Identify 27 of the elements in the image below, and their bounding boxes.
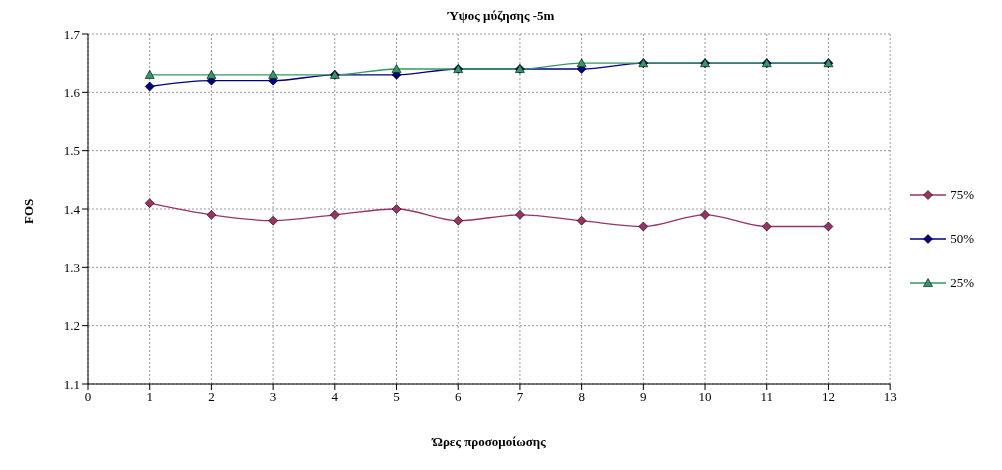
x-tick-label: 11 xyxy=(760,389,774,405)
x-tick-label: 2 xyxy=(208,389,215,405)
y-axis-title: FOS xyxy=(20,198,36,224)
x-tick-label: 13 xyxy=(883,389,897,405)
x-tick-label: 4 xyxy=(331,389,339,405)
x-tick-label: 12 xyxy=(821,389,835,405)
legend-label: 25% xyxy=(950,275,974,291)
x-tick-label: 0 xyxy=(84,389,92,405)
chart-title: Ύψος μύζησης -5m xyxy=(446,8,556,24)
y-tick-label: 1.7 xyxy=(63,26,81,42)
x-tick-label: 10 xyxy=(698,389,712,405)
legend-label: 75% xyxy=(950,187,974,203)
y-tick-label: 1.3 xyxy=(63,259,80,275)
x-axis-title: Ώρες προσομοίωσης xyxy=(430,434,547,449)
y-tick-label: 1.1 xyxy=(63,376,80,392)
y-tick-label: 1.6 xyxy=(63,84,81,100)
x-tick-label: 7 xyxy=(516,389,524,405)
y-tick-label: 1.2 xyxy=(63,318,80,334)
x-tick-label: 5 xyxy=(393,389,400,405)
x-tick-label: 1 xyxy=(146,389,153,405)
x-tick-label: 8 xyxy=(578,389,585,405)
x-tick-label: 6 xyxy=(454,389,462,405)
legend-label: 50% xyxy=(950,231,974,247)
x-tick-label: 3 xyxy=(269,389,277,405)
x-tick-label: 9 xyxy=(640,389,647,405)
y-tick-label: 1.5 xyxy=(63,143,80,159)
y-tick-label: 1.4 xyxy=(63,201,81,217)
